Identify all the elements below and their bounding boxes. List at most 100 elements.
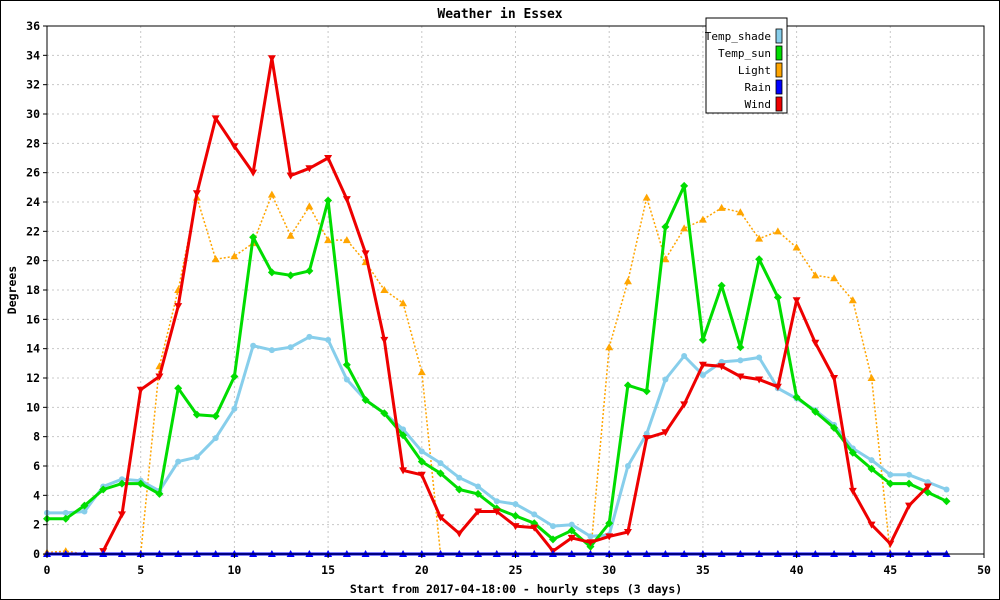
point-temp-sun (661, 222, 670, 231)
point-temp-shade (549, 523, 556, 530)
point-temp-shade (531, 511, 538, 518)
point-temp-shade (306, 333, 313, 340)
point-light (792, 243, 801, 251)
point-temp-sun (61, 514, 70, 523)
point-wind (211, 115, 220, 123)
point-wind (361, 250, 370, 258)
legend-label-rain: Rain (745, 81, 772, 94)
point-wind (698, 361, 707, 369)
point-temp-shade (268, 347, 275, 354)
point-wind (811, 339, 820, 347)
x-tick-label: 25 (509, 563, 523, 577)
point-temp-shade (662, 376, 669, 383)
point-temp-shade (418, 448, 425, 455)
y-tick-label: 26 (26, 166, 40, 180)
point-temp-shade (400, 426, 407, 433)
y-tick-label: 24 (26, 195, 40, 209)
point-temp-shade (193, 454, 200, 461)
point-temp-shade (737, 357, 744, 364)
point-wind (736, 373, 745, 381)
legend-label-light: Light (738, 64, 771, 77)
point-temp-sun (736, 343, 745, 352)
point-light (324, 236, 333, 244)
point-wind (474, 508, 483, 516)
y-tick-label: 18 (26, 283, 40, 297)
point-temp-sun (174, 384, 183, 393)
legend-label-temp-sun: Temp_sun (718, 47, 771, 60)
point-temp-sun (698, 335, 707, 344)
point-temp-shade (475, 483, 482, 490)
point-temp-sun (792, 393, 801, 402)
point-temp-shade (81, 508, 88, 515)
x-tick-label: 10 (227, 563, 241, 577)
point-temp-sun (324, 196, 333, 205)
point-temp-shade (943, 486, 950, 493)
point-temp-sun (155, 489, 164, 498)
point-temp-sun (267, 268, 276, 277)
point-wind (324, 155, 333, 162)
point-temp-sun (305, 266, 314, 275)
point-wind (680, 401, 689, 409)
point-temp-sun (680, 181, 689, 190)
legend: Temp_shade Temp_sun Light Rain Wind (705, 17, 788, 114)
x-tick-label: 30 (602, 563, 616, 577)
point-temp-sun (99, 485, 108, 494)
legend-label-temp-shade: Temp_shade (705, 30, 771, 43)
point-wind (399, 467, 408, 475)
x-tick-label: 40 (790, 563, 804, 577)
point-wind (567, 534, 576, 542)
point-wind (792, 297, 801, 305)
point-light (305, 202, 314, 210)
y-tick-label: 22 (26, 224, 40, 238)
y-tick-label: 4 (33, 488, 40, 502)
point-temp-shade (250, 342, 257, 349)
point-temp-sun (867, 464, 876, 473)
point-wind (867, 521, 876, 529)
point-wind (342, 196, 351, 204)
point-temp-sun (548, 535, 557, 544)
point-wind (905, 502, 914, 510)
legend-label-wind: Wind (745, 98, 772, 111)
legend-swatch-temp-shade (775, 28, 783, 44)
point-temp-shade (512, 501, 519, 508)
point-light (680, 224, 689, 232)
point-wind (174, 303, 183, 311)
point-wind (923, 483, 932, 491)
point-light (211, 255, 220, 263)
legend-swatch-rain (775, 79, 783, 95)
x-tick-label: 50 (977, 563, 991, 577)
point-wind (136, 386, 145, 394)
point-temp-shade (287, 344, 294, 351)
point-temp-shade (756, 354, 763, 361)
point-wind (623, 529, 632, 536)
point-wind (605, 533, 614, 541)
point-temp-sun (230, 372, 239, 381)
y-tick-label: 2 (33, 518, 40, 532)
x-tick-label: 15 (321, 563, 335, 577)
point-temp-sun (773, 293, 782, 302)
point-light (605, 343, 614, 351)
x-tick-label: 5 (137, 563, 144, 577)
point-temp-sun (211, 412, 220, 421)
point-wind (848, 487, 857, 495)
point-wind (380, 336, 389, 344)
point-wind (249, 169, 258, 177)
point-temp-sun (436, 469, 445, 478)
series-wind (99, 55, 932, 556)
point-temp-shade (681, 353, 688, 359)
point-temp-shade (906, 471, 913, 478)
point-light (848, 296, 857, 304)
point-temp-sun (136, 479, 145, 488)
point-light (717, 203, 726, 211)
point-wind (717, 363, 726, 371)
point-temp-sun (567, 526, 576, 535)
point-light (867, 374, 876, 381)
point-wind (286, 172, 295, 180)
point-temp-sun (886, 479, 895, 488)
point-wind (886, 540, 895, 548)
point-light (736, 208, 745, 216)
point-light (698, 215, 707, 223)
